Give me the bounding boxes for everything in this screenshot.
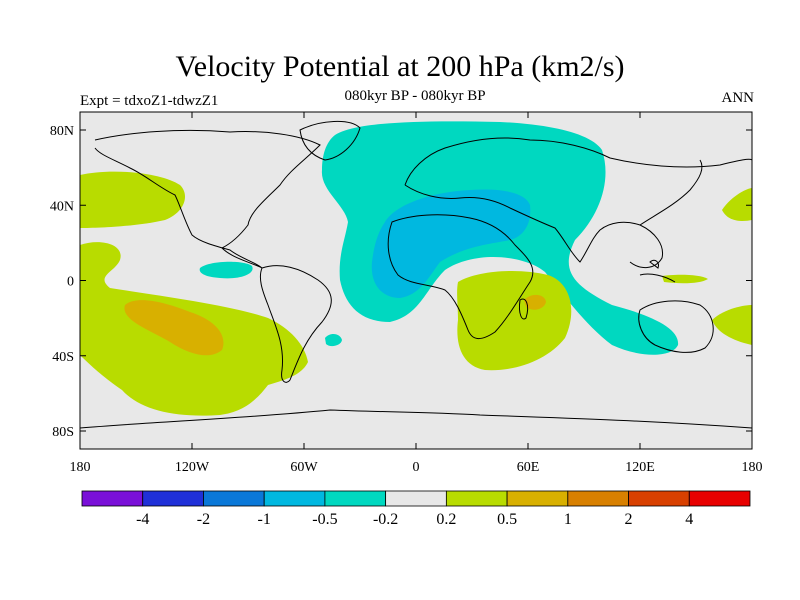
colorbar-label: 1 <box>564 511 572 528</box>
coastlines <box>80 120 752 429</box>
lon-tick-label: 0 <box>413 460 420 475</box>
lat-tick-label: 40S <box>52 350 74 365</box>
colorbar-swatch <box>628 490 690 507</box>
lon-tick-label: 120W <box>175 460 210 475</box>
colorbar-label: -0.2 <box>373 511 398 528</box>
lat-tick-label: 40N <box>50 199 74 214</box>
colorbar-label: -1 <box>258 511 271 528</box>
plot-title: Velocity Potential at 200 hPa (km2/s) <box>175 50 625 83</box>
colorbar-swatch <box>567 490 629 507</box>
colorbar-swatch <box>445 490 508 507</box>
australia-east-positive-region <box>712 305 752 345</box>
brazil-negative-blob <box>325 334 342 347</box>
colorbar-swatch <box>203 490 265 507</box>
colorbar-swatch <box>506 490 569 507</box>
south-pacific-positive-core <box>124 300 224 356</box>
indian-ocean-positive-core <box>524 294 546 310</box>
colorbar-label: 0.5 <box>497 511 517 528</box>
lat-tick-label: 80S <box>52 425 74 440</box>
colorbar-swatch <box>688 490 751 507</box>
colorbar-swatch <box>385 490 447 507</box>
atlantic-negative-blob <box>199 261 253 279</box>
colorbar-label: 0.2 <box>436 511 456 528</box>
period-label: 080kyr BP - 080kyr BP <box>344 88 486 104</box>
lon-tick-label: 180 <box>70 460 91 475</box>
east-edge-positive-region <box>722 188 752 221</box>
colorbar-swatch <box>263 490 326 507</box>
lon-tick-label: 120E <box>625 460 655 475</box>
season-label: ANN <box>721 90 755 106</box>
lat-tick-label: 0 <box>67 275 74 290</box>
lon-tick-label: 60W <box>290 460 318 475</box>
colorbar-swatch <box>142 490 204 507</box>
colorbar-label: -0.5 <box>312 511 337 528</box>
indian-ocean-positive-region <box>457 270 572 371</box>
colorbar-label: -4 <box>136 511 149 528</box>
lon-tick-label: 180 <box>742 460 763 475</box>
colorbar-swatch <box>324 490 387 507</box>
colorbar-label: 2 <box>625 511 633 528</box>
colorbar-label: -2 <box>197 511 210 528</box>
colorbar-label: 4 <box>685 511 693 528</box>
lat-tick-label: 80N <box>50 124 74 139</box>
lon-tick-label: 60E <box>517 460 540 475</box>
colorbar-swatch <box>81 490 144 507</box>
experiment-label: Expt = tdxoZ1-tdwzZ1 <box>80 93 219 109</box>
